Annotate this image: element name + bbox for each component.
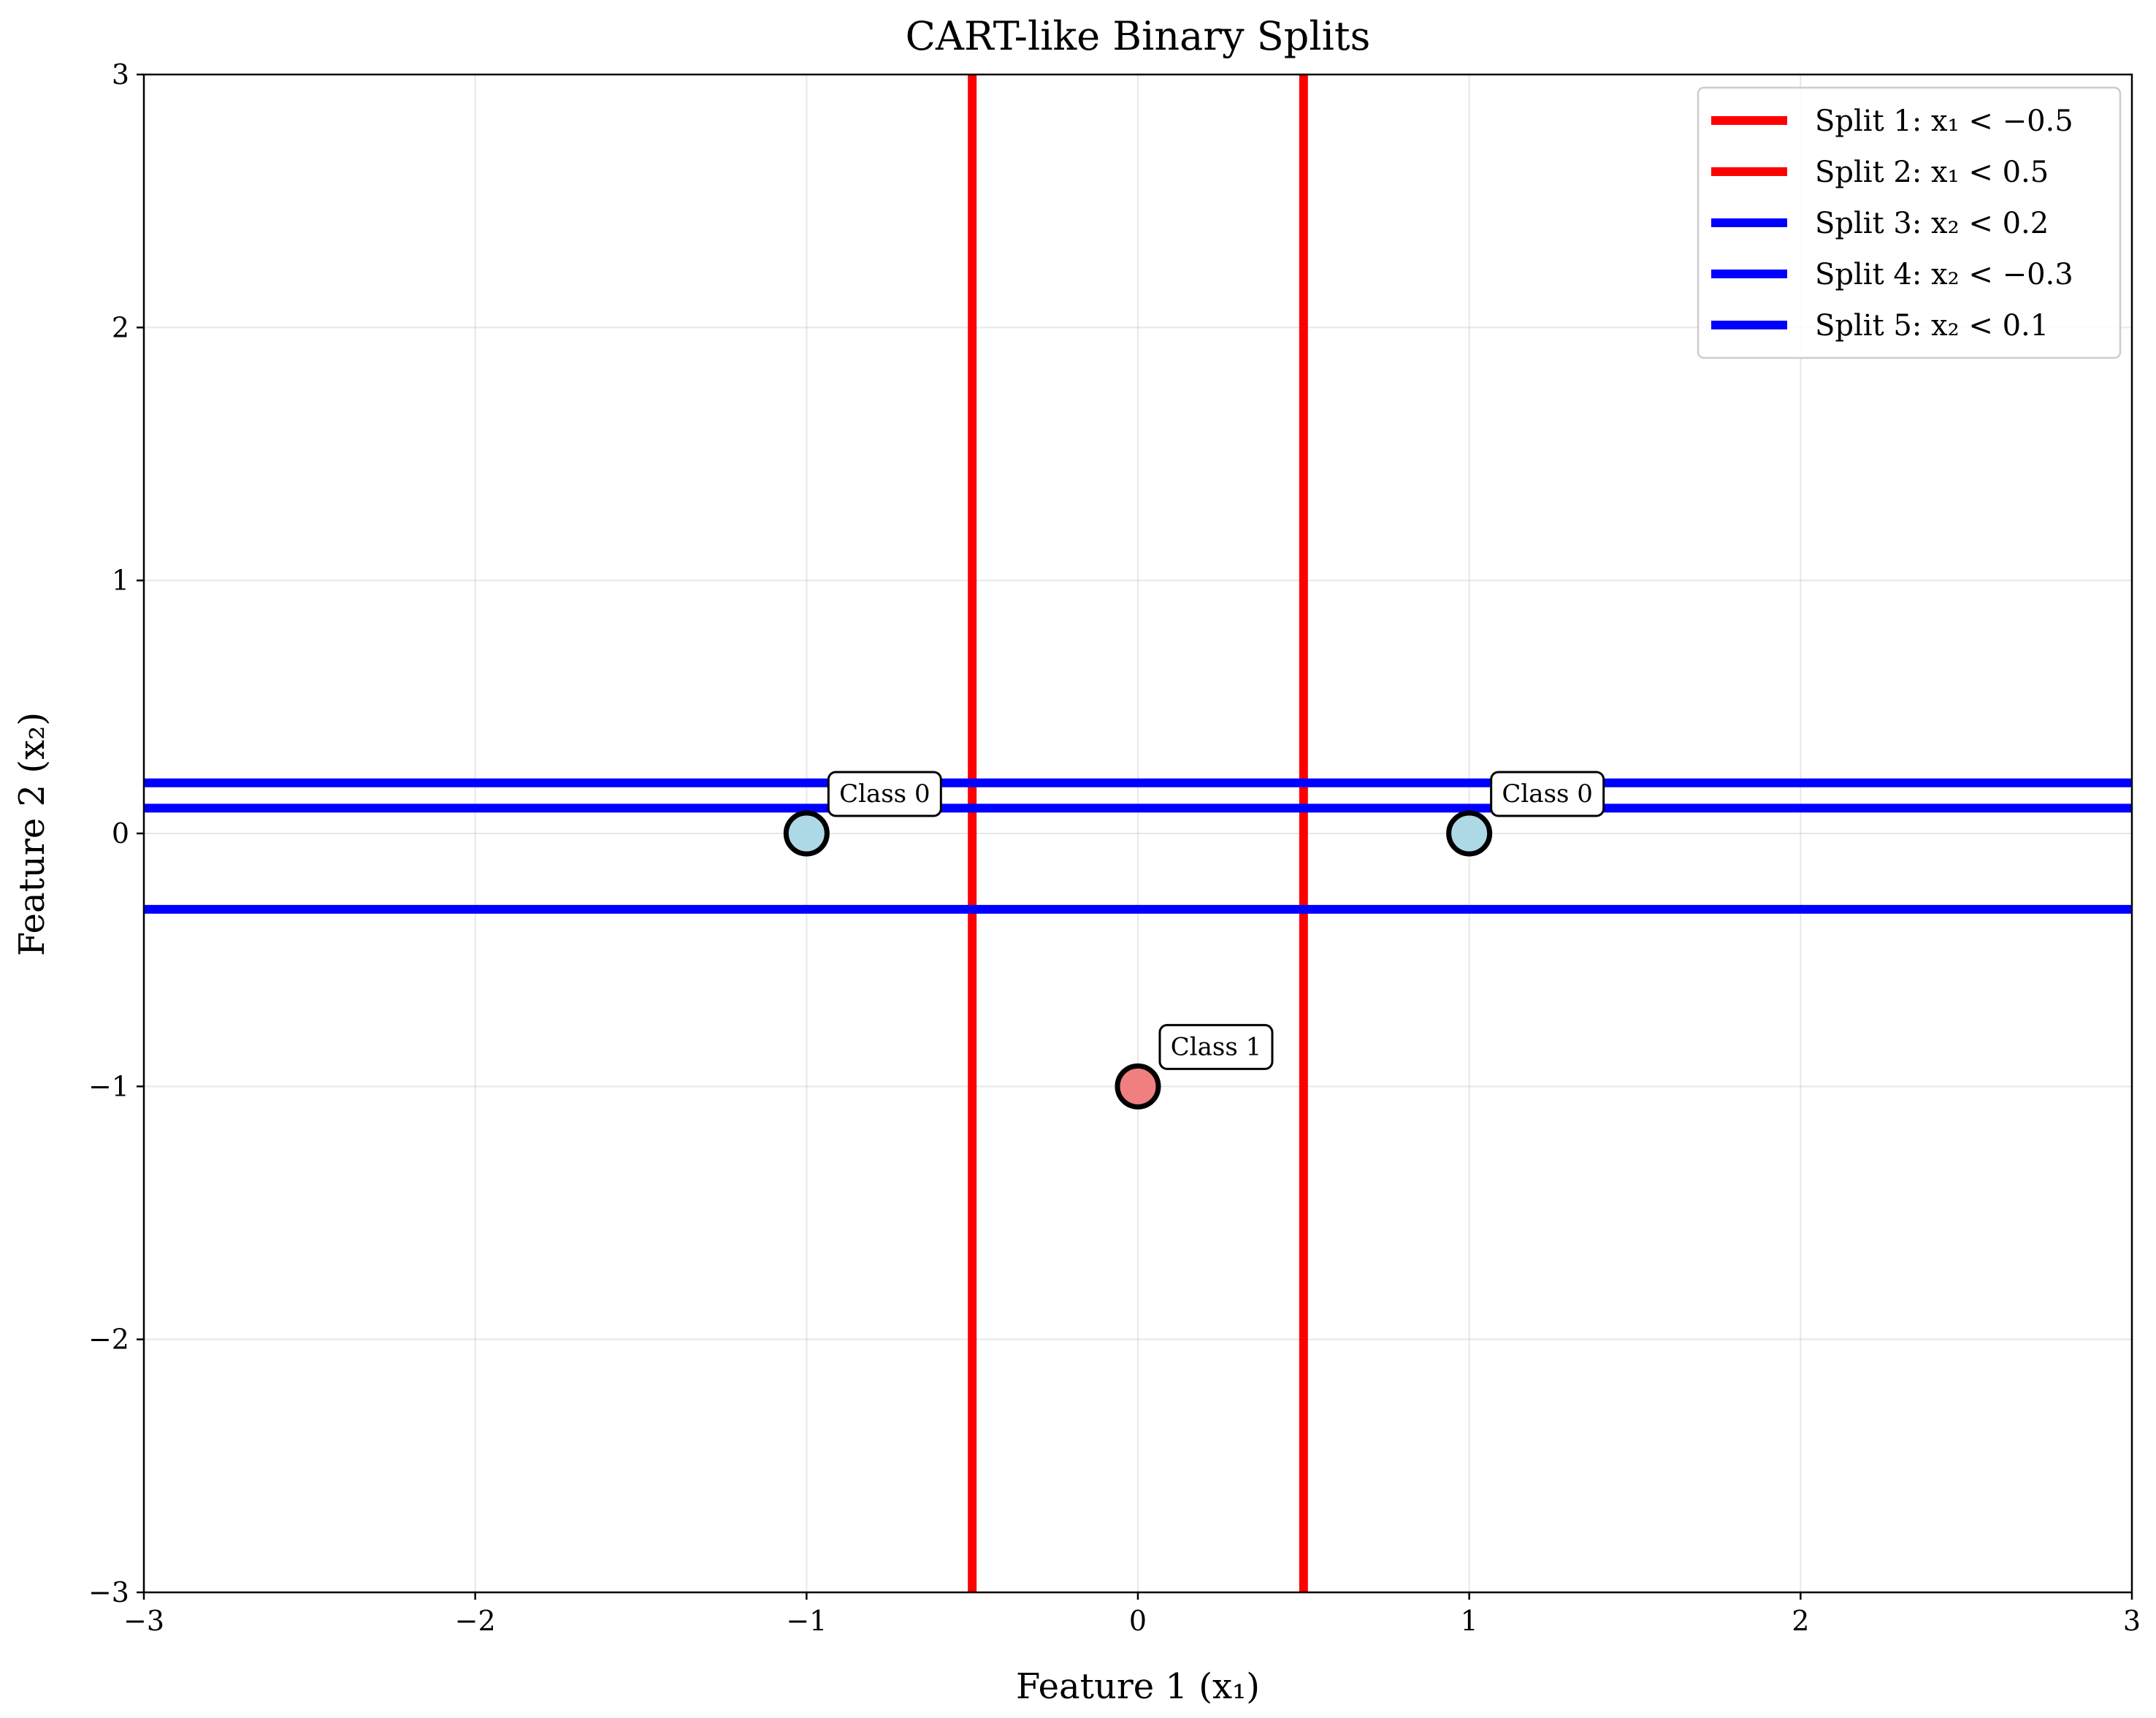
legend-entry-label: Split 3: x₂ < 0.2 (1815, 207, 2049, 240)
legend-entry-label: Split 4: x₂ < −0.3 (1815, 258, 2073, 291)
legend: Split 1: x₁ < −0.5 Split 2: x₁ < 0.5 Split… (1697, 86, 2122, 359)
x-tick-label: 3 (2123, 1605, 2141, 1637)
y-tick-label: −1 (88, 1070, 129, 1102)
data-point (1115, 1063, 1161, 1110)
x-axis-label: Feature 1 (x₁) (1016, 1666, 1260, 1707)
y-tick-label: 0 (112, 817, 129, 850)
split-lines (144, 75, 2132, 1592)
legend-entry-label: Split 5: x₂ < 0.1 (1815, 309, 2049, 343)
y-tick-label: 2 (112, 311, 129, 343)
x-tick-label: −1 (786, 1605, 827, 1637)
legend-entry-label: Split 2: x₁ < 0.5 (1815, 156, 2049, 189)
x-tick-label: 0 (1129, 1605, 1147, 1637)
legend-box (1697, 86, 2122, 359)
x-tick-label: 2 (1792, 1605, 1809, 1637)
point-annotation-box (1158, 1023, 1274, 1070)
y-tick-label: −3 (88, 1576, 129, 1608)
data-point (783, 810, 830, 857)
x-tick-label: 1 (1461, 1605, 1478, 1637)
point-annotation-box (827, 771, 942, 817)
x-tick-label: −3 (123, 1605, 164, 1637)
y-axis-label: Feature 2 (x₂) (12, 712, 53, 956)
plot-area: Class 0 Class 0 Class 1 −3 −2 −1 0 1 2 3 −3 −2 −1 0 1 2… (88, 58, 2141, 1637)
y-tick-label: −2 (88, 1324, 129, 1356)
legend-entry-label: Split 1: x₁ < −0.5 (1815, 104, 2073, 138)
y-tick-label: 3 (112, 58, 129, 91)
chart-title: CART-like Binary Splits (906, 13, 1371, 59)
point-annotation-label: Class 0 (1502, 779, 1593, 809)
point-annotation-label: Class 1 (1171, 1032, 1262, 1061)
data-point (1446, 810, 1493, 857)
point-annotation-box (1490, 771, 1605, 817)
x-tick-label: −2 (455, 1605, 496, 1637)
y-tick-label: 1 (112, 565, 129, 597)
point-annotation-label: Class 0 (839, 779, 930, 809)
